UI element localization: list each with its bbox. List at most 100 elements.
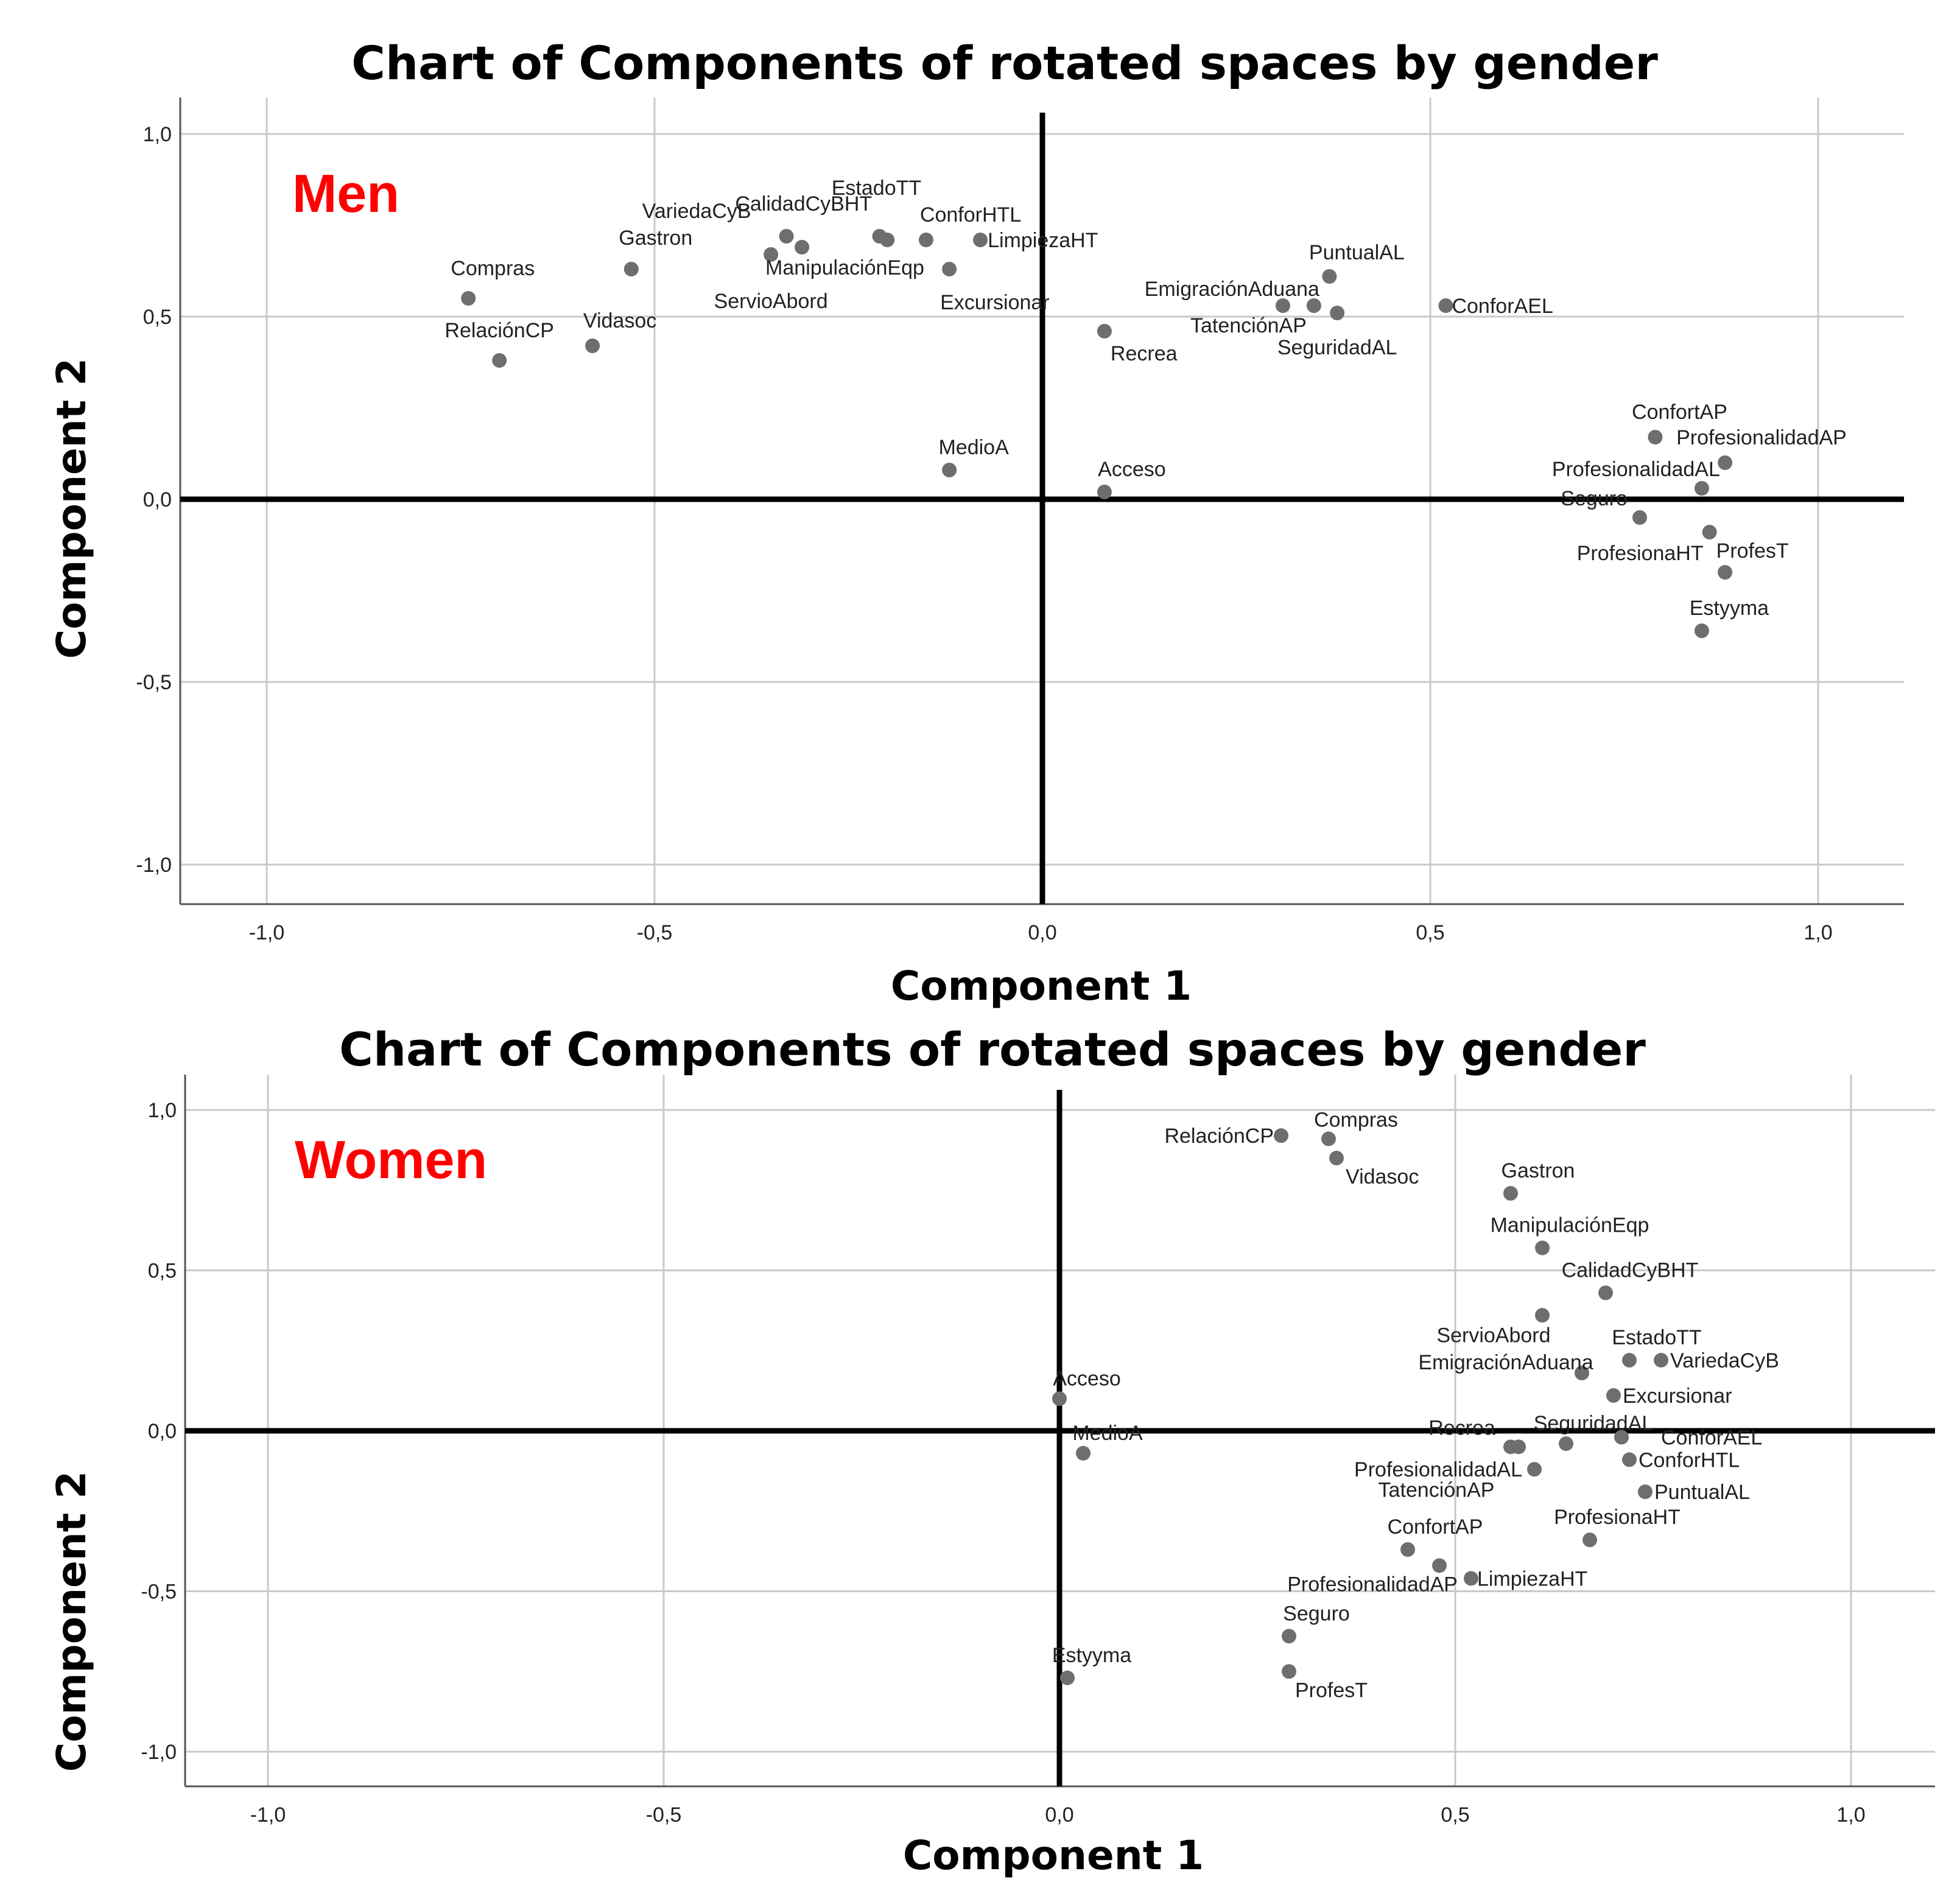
data-point: [623, 262, 639, 276]
data-point-label: Recrea: [1428, 1416, 1495, 1439]
data-point: [492, 353, 507, 368]
data-point-label: Excursionar: [940, 291, 1050, 314]
data-point-label: ManipulaciónEqp: [1491, 1214, 1649, 1237]
data-point: [1694, 481, 1709, 496]
data-point: [1282, 1664, 1296, 1679]
data-point-label: Vidasoc: [1346, 1165, 1419, 1188]
x-tick-label: -0,5: [646, 1803, 682, 1827]
data-point: [1622, 1452, 1637, 1467]
y-tick-label: -1,0: [141, 1741, 177, 1764]
x-tick-label: -0,5: [637, 921, 673, 944]
data-point: [1638, 1484, 1653, 1500]
data-point-label: ConfortAP: [1632, 401, 1727, 424]
data-point: [1274, 1128, 1288, 1143]
y-tick-label: 0,5: [143, 306, 172, 329]
data-point: [1582, 1532, 1597, 1548]
data-point: [1329, 1151, 1344, 1166]
data-point: [1432, 1558, 1447, 1573]
data-point-label: PuntualAL: [1309, 241, 1405, 264]
data-point-label: Vidasoc: [583, 309, 656, 332]
data-point-label: EmigraciónAduana: [1418, 1351, 1593, 1374]
y-axis-title: Component 2: [48, 358, 95, 659]
data-point: [585, 339, 600, 353]
data-point: [1321, 1131, 1336, 1146]
data-point: [1282, 1629, 1296, 1644]
data-point-label: ProfesionalidadAP: [1287, 1573, 1458, 1596]
data-point: [973, 233, 988, 247]
women-scatter-chart: Chart of Components of rotated spaces by…: [48, 1022, 1935, 1879]
data-point-label: Gastron: [1502, 1159, 1575, 1182]
women-chart-panel: Chart of Components of rotated spaces by…: [0, 1011, 1960, 1899]
data-point: [1654, 1353, 1668, 1368]
data-point: [1718, 565, 1733, 580]
data-point-label: Compras: [451, 257, 535, 280]
data-point-label: Gastron: [619, 226, 692, 250]
data-point-label: EstadoTT: [1612, 1326, 1701, 1349]
data-point: [1464, 1571, 1478, 1586]
data-point: [1559, 1436, 1573, 1451]
data-point-label: CalidadCyBHT: [1562, 1258, 1699, 1282]
data-point-label: Acceso: [1098, 458, 1166, 481]
chart-title: Chart of Components of rotated spaces by…: [351, 36, 1658, 90]
y-tick-label: -0,5: [141, 1581, 177, 1604]
data-point-label: EstadoTT: [832, 177, 921, 200]
data-point: [1575, 1366, 1589, 1381]
data-point-label: ProfesT: [1716, 539, 1789, 563]
data-point: [795, 240, 810, 254]
data-point-label: PuntualAL: [1654, 1481, 1750, 1504]
data-point: [918, 233, 933, 247]
men-scatter-chart: Chart of Components of rotated spaces by…: [48, 36, 1904, 1009]
data-point: [779, 229, 794, 244]
y-tick-label: -0,5: [136, 671, 172, 694]
group-label-men: Men: [292, 163, 399, 223]
data-point: [1614, 1430, 1629, 1445]
data-point: [1632, 510, 1647, 525]
data-point-label: Compras: [1314, 1108, 1398, 1131]
y-tick-label: 0,0: [148, 1420, 177, 1443]
data-point: [1718, 455, 1733, 470]
men-chart-panel: Chart of Components of rotated spaces by…: [48, 36, 1904, 1009]
data-point-label: TatenciónAP: [1379, 1478, 1495, 1501]
x-axis-title: Component 1: [903, 1832, 1204, 1879]
data-point-label: ProfesionalidadAL: [1552, 458, 1720, 481]
x-tick-label: 1,0: [1836, 1803, 1865, 1827]
data-point: [1097, 324, 1112, 339]
data-point-label: SeguridadAL: [1534, 1412, 1654, 1435]
data-point: [1527, 1462, 1542, 1477]
data-point: [942, 262, 957, 276]
y-tick-label: 0,0: [143, 488, 172, 511]
data-point-label: ConfortAP: [1388, 1515, 1483, 1539]
data-point: [1275, 298, 1290, 313]
data-point: [1511, 1439, 1526, 1455]
x-tick-label: 0,0: [1028, 921, 1056, 944]
data-point-label: ProfesT: [1295, 1679, 1368, 1702]
data-point-label: MedioA: [1072, 1422, 1143, 1445]
y-tick-label: 1,0: [148, 1099, 177, 1122]
x-tick-label: -1,0: [249, 921, 285, 944]
data-point-label: RelaciónCP: [1164, 1125, 1274, 1148]
data-point-label: ServioAbord: [714, 290, 828, 313]
data-point: [764, 247, 779, 262]
data-point: [1535, 1240, 1550, 1255]
data-point-label: LimpiezaHT: [988, 229, 1098, 252]
y-tick-label: 0,5: [148, 1260, 177, 1283]
data-point-label: Seguro: [1283, 1602, 1350, 1625]
data-point: [880, 233, 895, 247]
data-point: [942, 463, 957, 477]
data-point: [1330, 306, 1345, 320]
data-point-label: RelaciónCP: [444, 319, 554, 342]
data-point-label: Acceso: [1053, 1367, 1121, 1390]
data-point: [1322, 269, 1337, 284]
y-axis-title-visible: Component 2: [48, 1471, 95, 1772]
chart-title: Chart of Components of rotated spaces by…: [339, 1022, 1646, 1076]
data-point-label: ProfesionaHT: [1554, 1506, 1681, 1529]
x-tick-label: 1,0: [1804, 921, 1832, 944]
data-point-label: Seguro: [1561, 487, 1628, 510]
men-plot-area: -1,0 -0,5 0,0 0,5 1,0 1,0 0,5 0,0 -0,5 -1,0 Estado…: [136, 97, 1904, 944]
x-tick-label: -1,0: [250, 1803, 286, 1827]
y-tick-label: -1,0: [136, 854, 172, 877]
data-point: [1606, 1388, 1621, 1403]
data-point-label: Recrea: [1111, 342, 1178, 365]
data-point-label: SeguridadAL: [1277, 336, 1397, 359]
data-point: [461, 291, 476, 306]
